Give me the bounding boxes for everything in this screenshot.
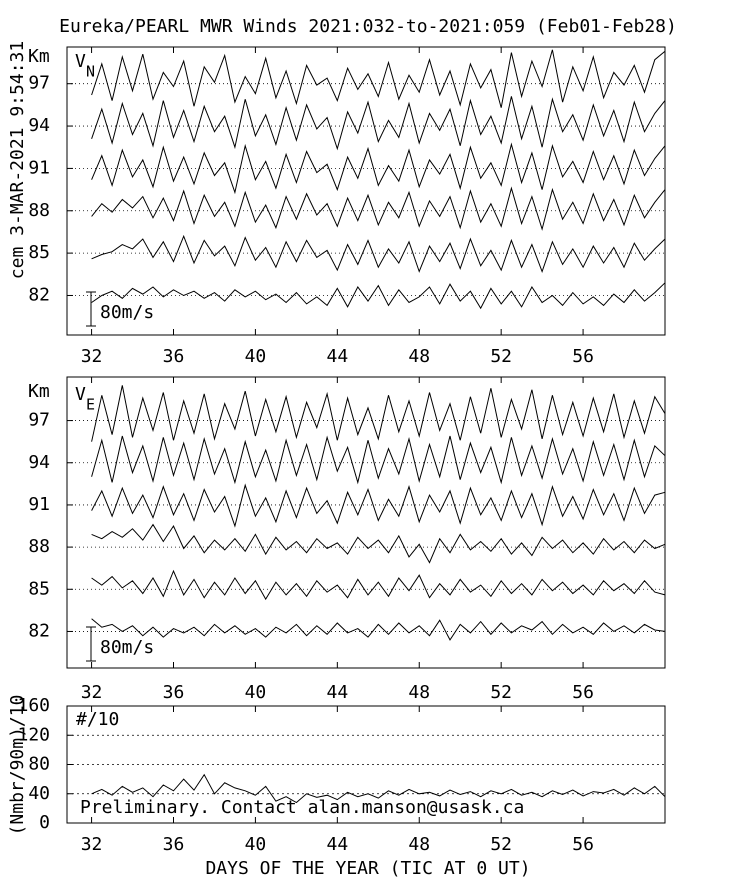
y-tick-label: 82 — [28, 620, 50, 641]
y-axis-label: Km — [28, 46, 50, 67]
y-tick-label: 94 — [28, 115, 50, 136]
x-tick-label: 44 — [326, 682, 348, 703]
series-line — [91, 773, 666, 804]
y-tick-label: 94 — [28, 452, 50, 473]
panel-label-sub: N — [86, 63, 95, 81]
series-line — [91, 435, 666, 485]
scale-label: 80m/s — [100, 637, 154, 658]
x-tick-label: 36 — [163, 834, 185, 855]
x-tick-label: 44 — [326, 834, 348, 855]
chart-title: Eureka/PEARL MWR Winds 2021:032-to-2021:… — [59, 16, 677, 37]
series-line — [91, 385, 666, 442]
x-tick-label: 32 — [81, 834, 103, 855]
y-axis-label: Km — [28, 381, 50, 402]
note: Preliminary. Contact alan.manson@usask.c… — [80, 797, 524, 818]
panel-label: V — [75, 51, 86, 72]
x-tick-label: 56 — [572, 346, 594, 367]
panel-label-sub: E — [86, 396, 95, 414]
y-tick-label: 85 — [28, 578, 50, 599]
x-tick-label: 32 — [81, 346, 103, 367]
x-tick-label: 48 — [408, 682, 430, 703]
panel-label: V — [75, 384, 86, 405]
y-tick-label: 80 — [28, 754, 50, 775]
x-axis-label: DAYS OF THE YEAR (TIC AT 0 UT) — [205, 858, 530, 877]
y-tick-label: 91 — [28, 494, 50, 515]
scale-label: 80m/s — [100, 302, 154, 323]
x-tick-label: 56 — [572, 834, 594, 855]
x-tick-label: 52 — [490, 834, 512, 855]
x-tick-label: 36 — [163, 346, 185, 367]
y-tick-label: 91 — [28, 157, 50, 178]
series-line — [91, 234, 666, 273]
y-tick-label: 160 — [17, 695, 50, 716]
series-line — [91, 569, 666, 601]
series-line — [91, 186, 666, 231]
series-line — [91, 96, 666, 151]
y-tick-label: 82 — [28, 284, 50, 305]
y-tick-label: 88 — [28, 200, 50, 221]
series-line — [91, 282, 666, 310]
series-line — [91, 49, 666, 108]
series-line — [91, 483, 666, 528]
plot-frame — [66, 376, 666, 669]
x-tick-label: 48 — [408, 346, 430, 367]
series-line — [91, 618, 666, 641]
x-tick-label: 48 — [408, 834, 430, 855]
x-tick-label: 52 — [490, 346, 512, 367]
x-tick-label: 36 — [163, 682, 185, 703]
plot-frame — [66, 46, 666, 336]
y-tick-label: 97 — [28, 73, 50, 94]
x-tick-label: 52 — [490, 682, 512, 703]
x-tick-label: 40 — [245, 834, 267, 855]
x-tick-label: 40 — [245, 682, 267, 703]
y-tick-label: 97 — [28, 410, 50, 431]
y-tick-label: 120 — [17, 724, 50, 745]
y-tick-label: 85 — [28, 242, 50, 263]
x-tick-label: 40 — [245, 346, 267, 367]
annotation: #/10 — [76, 709, 119, 730]
timestamp: cem 3-MAR-2021 9:54:31 — [7, 41, 28, 279]
y-axis-label: (Nmbr/90m)/10 — [7, 695, 28, 836]
series-line — [91, 523, 666, 564]
y-tick-label: 40 — [28, 783, 50, 804]
x-tick-label: 44 — [326, 346, 348, 367]
x-tick-label: 32 — [81, 682, 103, 703]
y-tick-label: 0 — [39, 812, 50, 833]
series-line — [91, 142, 666, 195]
y-tick-label: 88 — [28, 536, 50, 557]
x-tick-label: 56 — [572, 682, 594, 703]
